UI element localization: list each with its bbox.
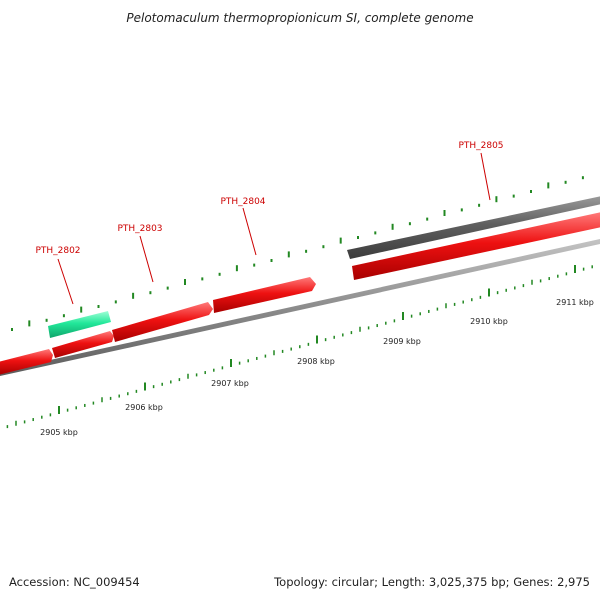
gene-label-pth-2802[interactable]: PTH_2802 bbox=[35, 246, 81, 305]
gene-label-text: PTH_2802 bbox=[35, 246, 80, 256]
reverse-gene-track[interactable] bbox=[347, 196, 600, 259]
scale-labels: 2905 kbp 2906 kbp 2907 kbp 2908 kbp 2909… bbox=[40, 298, 594, 437]
forward-gene-pth-2804[interactable] bbox=[213, 277, 316, 313]
leader-line bbox=[139, 235, 154, 283]
scale-label: 2905 kbp bbox=[40, 428, 78, 437]
scale-label: 2910 kbp bbox=[470, 317, 508, 326]
map-title: Pelotomaculum thermopropionicum SI, comp… bbox=[126, 11, 473, 25]
forward-gene-pth-2802[interactable] bbox=[52, 331, 114, 358]
accession-text: Accession: NC_009454 bbox=[9, 575, 140, 589]
leader-line bbox=[242, 207, 257, 256]
gene-label-pth-2803[interactable]: PTH_2803 bbox=[117, 224, 163, 283]
forward-gene-pth-2803[interactable] bbox=[112, 302, 213, 342]
genome-backbone bbox=[0, 238, 600, 377]
forward-gene-1[interactable] bbox=[0, 349, 53, 375]
forward-gene-pth-2805[interactable] bbox=[352, 212, 600, 280]
gene-label-text: PTH_2805 bbox=[458, 141, 503, 151]
gene-label-text: PTH_2804 bbox=[220, 197, 265, 207]
gene-label-pth-2805[interactable]: PTH_2805 bbox=[458, 141, 504, 201]
outer-tick-row bbox=[11, 176, 584, 331]
gene-label-pth-2804[interactable]: PTH_2804 bbox=[220, 197, 266, 256]
scale-ruler bbox=[6, 265, 593, 429]
genome-summary-text: Topology: circular; Length: 3,025,375 bp… bbox=[273, 575, 590, 589]
leader-line bbox=[57, 258, 74, 305]
gene-label-text: PTH_2803 bbox=[117, 224, 162, 234]
scale-label: 2909 kbp bbox=[383, 337, 421, 346]
scale-label: 2907 kbp bbox=[211, 379, 249, 388]
scale-label: 2911 kbp bbox=[556, 298, 594, 307]
rna-gene[interactable] bbox=[48, 311, 111, 338]
scale-label: 2906 kbp bbox=[125, 403, 163, 412]
leader-line bbox=[480, 152, 491, 201]
scale-label: 2908 kbp bbox=[297, 357, 335, 366]
